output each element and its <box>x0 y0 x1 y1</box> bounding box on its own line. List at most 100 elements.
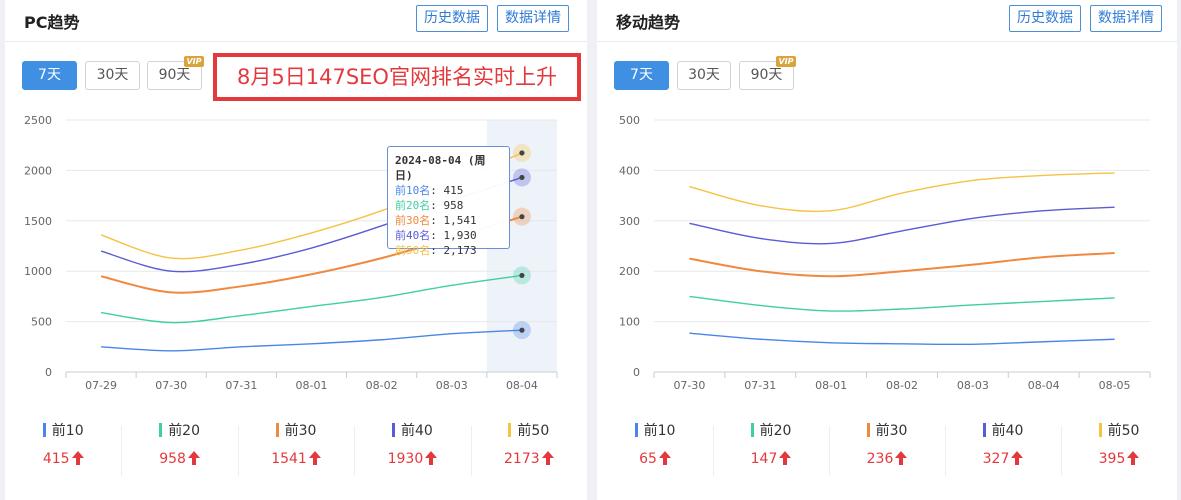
mobile-range-90d-button[interactable]: 90天 VIP <box>739 56 796 90</box>
stat-value: 147 <box>750 451 778 467</box>
stat-label: 前20 <box>168 423 201 439</box>
x-tick-label: 07-30 <box>673 379 705 392</box>
tooltip-value: 1,541 <box>443 214 477 227</box>
mobile-trend-chart[interactable]: 0 100 200 300 400 500 07-30 07-31 08-01 08-02 08-0… <box>597 0 1177 420</box>
mobile-data-details-button[interactable]: 数据详情 <box>1090 5 1162 32</box>
up-arrow-icon <box>541 451 554 465</box>
stat-value: 1930 <box>387 451 424 467</box>
mobile-range-7d-button[interactable]: 7天 <box>614 61 669 90</box>
pc-panel-title: PC趋势 <box>24 13 80 32</box>
vip-badge-icon: VIP <box>184 56 204 67</box>
series-line-top20 <box>100 274 523 324</box>
tooltip-row-top50: 前50名: 2,173 <box>395 244 477 257</box>
pc-data-details-button[interactable]: 数据详情 <box>497 5 569 32</box>
pc-history-data-button[interactable]: 历史数据 <box>416 5 488 32</box>
stat-label: 前10 <box>643 423 676 439</box>
y-tick-label: 300 <box>619 215 640 228</box>
pc-range-90d-label: 90天 <box>158 67 191 83</box>
x-tick-label: 07-31 <box>744 379 776 392</box>
stat-top50: 前50 395 <box>1061 420 1177 480</box>
tooltip-label: 前30名 <box>395 214 431 227</box>
tooltip-value: 415 <box>443 184 464 197</box>
color-bar-icon <box>159 423 163 437</box>
up-arrow-icon <box>779 451 792 465</box>
tooltip-row-top30: 前30名: 1,541 <box>395 214 477 227</box>
y-tick-label: 500 <box>31 316 52 329</box>
stat-value: 236 <box>866 451 894 467</box>
series-line-top10 <box>101 329 522 352</box>
color-bar-icon <box>866 423 870 437</box>
y-tick-label: 0 <box>45 366 52 379</box>
stat-top20: 前20 147 <box>713 420 829 480</box>
x-tick-label: 07-29 <box>85 379 117 392</box>
x-tick-label: 08-01 <box>296 379 328 392</box>
x-tick-label: 07-31 <box>225 379 257 392</box>
data-point <box>519 150 525 156</box>
pc-stats-row: 前10 415 前20 958 前30 1541 前40 1930 前50 21… <box>5 420 587 480</box>
mobile-panel-header: 移动趋势 历史数据 数据详情 <box>597 0 1177 42</box>
y-tick-label: 0 <box>633 366 640 379</box>
tooltip-row-top40: 前40名: 1,930 <box>395 229 477 242</box>
stat-label: 前40 <box>991 423 1024 439</box>
tooltip-label: 前10名 <box>395 184 431 197</box>
stat-label: 前40 <box>401 423 433 439</box>
tooltip-value: 1,930 <box>443 229 477 242</box>
up-arrow-icon <box>425 451 438 465</box>
pc-range-90d-button[interactable]: 90天 VIP <box>147 56 204 90</box>
y-tick-label: 2500 <box>24 114 52 127</box>
mobile-panel-title: 移动趋势 <box>616 13 681 32</box>
tooltip-label: 前40名 <box>395 229 431 242</box>
up-arrow-icon <box>71 451 84 465</box>
color-bar-icon <box>750 423 754 437</box>
tooltip-value: 2,173 <box>443 244 477 257</box>
color-bar-icon <box>634 423 638 437</box>
series-line-top10 <box>689 332 1115 346</box>
stat-label: 前50 <box>1107 423 1140 439</box>
mobile-history-data-button[interactable]: 历史数据 <box>1009 5 1081 32</box>
tooltip-title: 2024-08-04 (周日) <box>395 154 486 182</box>
stat-label: 前50 <box>517 423 550 439</box>
color-bar-icon <box>275 423 279 437</box>
pc-range-7d-button[interactable]: 7天 <box>22 61 77 90</box>
tooltip-label: 前20名 <box>395 199 431 212</box>
up-arrow-icon <box>658 451 671 465</box>
series-line-top50 <box>689 172 1115 213</box>
up-arrow-icon <box>1127 451 1140 465</box>
up-arrow-icon <box>308 451 321 465</box>
pc-range-30d-button[interactable]: 30天 <box>85 61 140 90</box>
data-point <box>519 327 525 333</box>
x-tick-label: 08-02 <box>886 379 918 392</box>
mobile-range-30d-button[interactable]: 30天 <box>677 61 731 90</box>
y-tick-label: 400 <box>619 164 640 177</box>
stat-label: 前30 <box>875 423 908 439</box>
y-tick-label: 200 <box>619 265 640 278</box>
x-tick-label: 08-01 <box>815 379 847 392</box>
stat-value: 958 <box>159 451 186 467</box>
stat-top50: 前50 2173 <box>470 420 587 480</box>
stat-value: 1541 <box>271 451 307 467</box>
y-tick-label: 1000 <box>24 265 52 278</box>
stat-top10: 前10 415 <box>5 420 121 480</box>
up-arrow-icon <box>187 451 200 465</box>
color-bar-icon <box>982 423 986 437</box>
y-tick-label: 1500 <box>24 215 52 228</box>
tooltip-row-top20: 前20名: 958 <box>395 199 464 212</box>
stat-top10: 前10 65 <box>597 420 713 480</box>
x-tick-label: 08-04 <box>506 379 538 392</box>
stat-value: 327 <box>982 451 1010 467</box>
y-tick-label: 500 <box>619 114 640 127</box>
stat-label: 前10 <box>51 423 84 439</box>
stat-value: 65 <box>639 451 657 467</box>
mobile-stats-row: 前10 65 前20 147 前30 236 前40 327 前50 395 <box>597 420 1177 480</box>
stat-label: 前20 <box>759 423 792 439</box>
x-tick-label: 08-05 <box>1099 379 1131 392</box>
series-line-top40 <box>689 206 1115 245</box>
data-point <box>519 214 525 220</box>
series-line-top20 <box>689 295 1115 312</box>
stat-top40: 前40 327 <box>945 420 1061 480</box>
vip-badge-icon: VIP <box>776 56 796 67</box>
tooltip-row-top10: 前10名: 415 <box>395 184 464 197</box>
series-line-top30 <box>689 252 1115 278</box>
tooltip-label: 前50名 <box>395 244 431 257</box>
pc-trend-panel: PC趋势 历史数据 数据详情 7天 30天 90天 VIP 8月5日147SEO官… <box>5 0 587 500</box>
